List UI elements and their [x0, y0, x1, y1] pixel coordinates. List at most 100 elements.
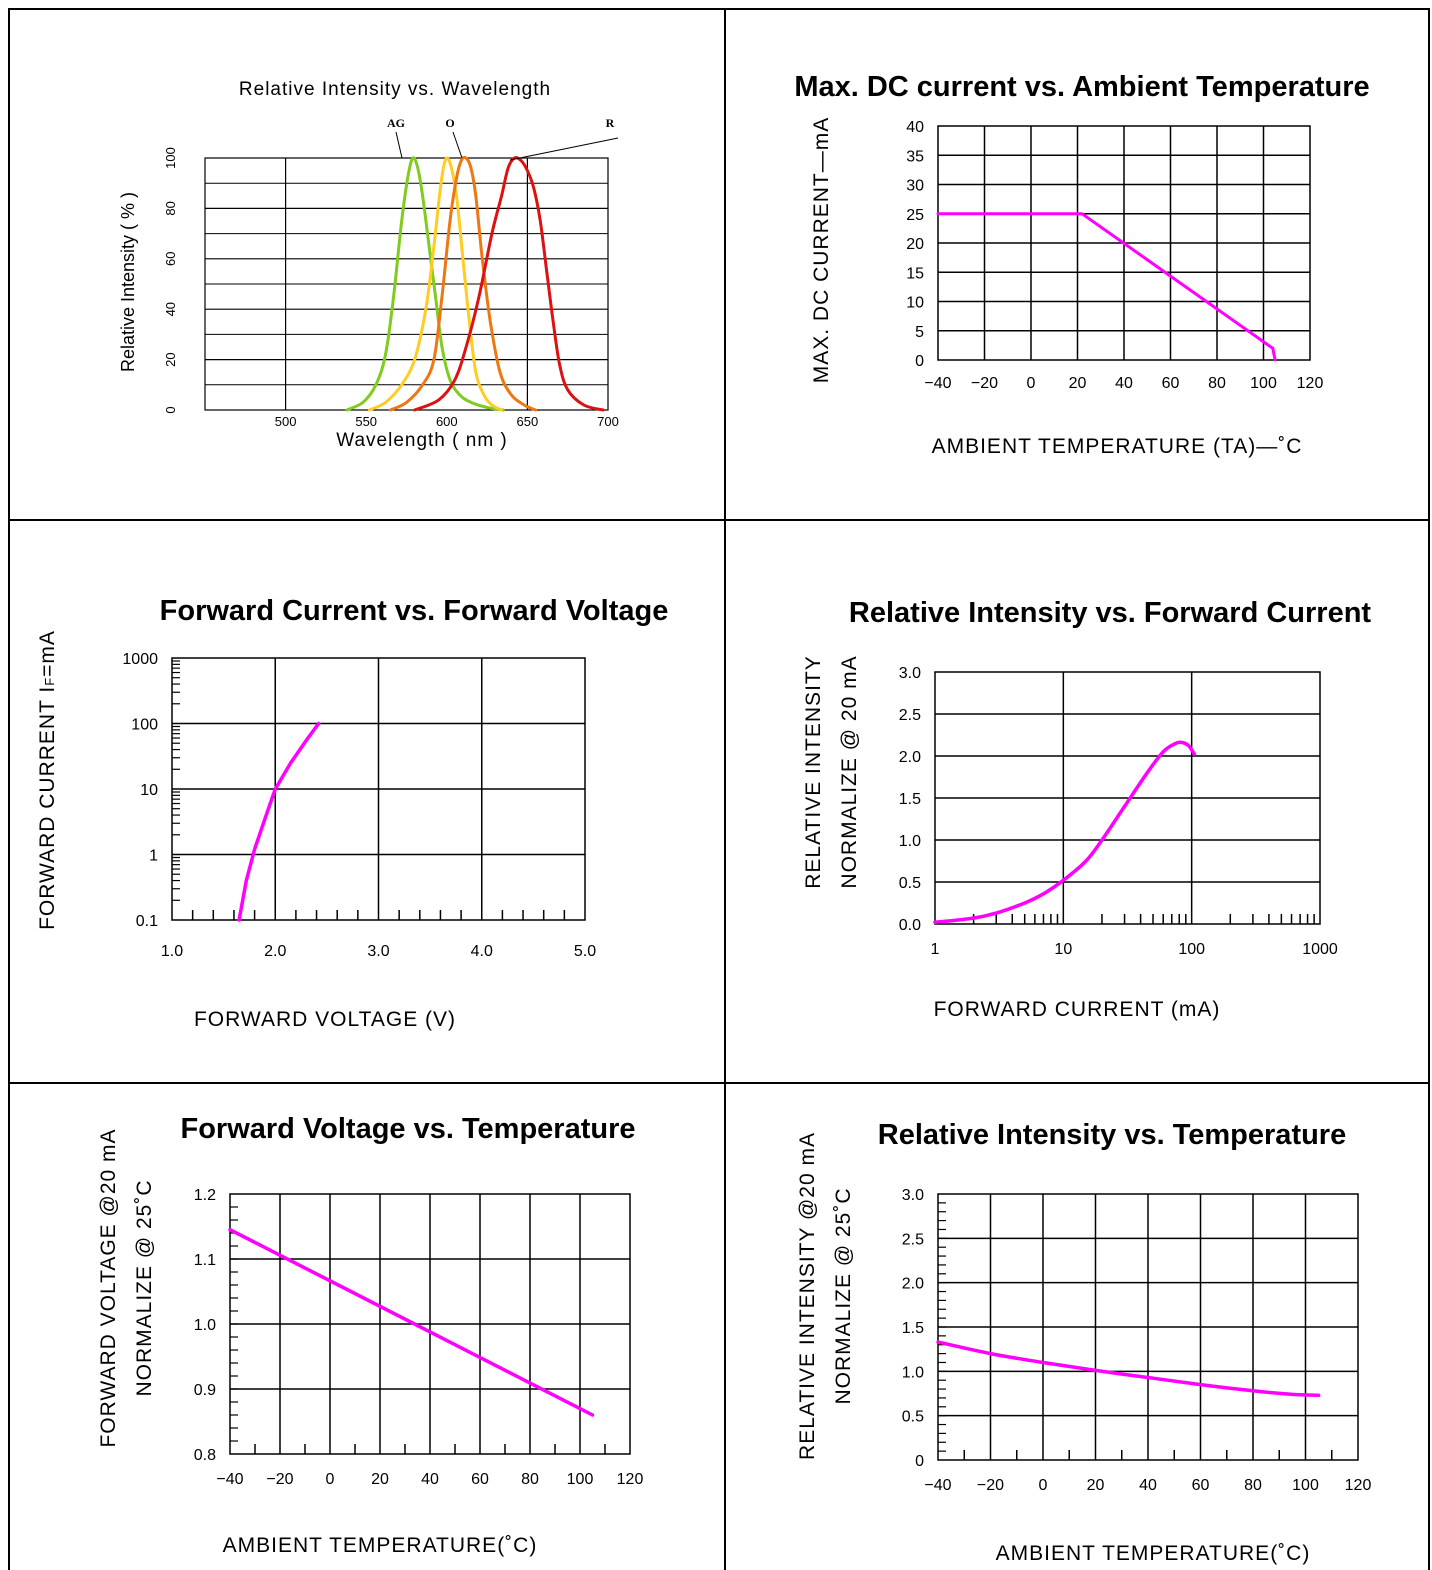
chart-title: Relative Intensity vs. Forward Current — [849, 597, 1371, 629]
x-tick-label: 550 — [355, 414, 377, 429]
y-axis-label-2: NORMALIZE @ 25˚C — [133, 1179, 156, 1396]
plot-area: −40 −20 0 20 40 60 80 100 120 0.8 0.9 1.0 1.1 1.2 — [194, 1187, 644, 1488]
y-tick-label: 20 — [906, 236, 924, 253]
x-tick-label: 120 — [617, 1471, 644, 1488]
y-axis-label: RELATIVE INTENSITY — [802, 655, 825, 889]
x-tick-label: 1 — [931, 941, 940, 958]
chart-title: Forward Current vs. Forward Voltage — [160, 595, 669, 627]
plot-area: 1 10 100 1000 0.0 0.5 1.0 1.5 2.0 2.5 3.0 — [899, 665, 1338, 958]
y-tick-label: 0 — [163, 406, 178, 413]
x-axis-label: AMBIENT TEMPERATURE(˚C) — [223, 1534, 538, 1557]
x-tick-label: 40 — [1115, 375, 1133, 392]
x-axis-label: FORWARD VOLTAGE (V) — [194, 1008, 456, 1031]
x-tick-label: 10 — [1054, 941, 1072, 958]
x-tick-label: 0 — [326, 1471, 335, 1488]
x-axis-label: Wavelength ( nm ) — [336, 430, 508, 451]
x-tick-label: 20 — [1087, 1477, 1105, 1494]
y-tick-label: 2.5 — [899, 707, 921, 724]
y-tick-label: 10 — [140, 782, 158, 799]
y-tick-label: 1.2 — [194, 1187, 216, 1204]
x-tick-label: 3.0 — [367, 943, 389, 960]
x-tick-label: 100 — [1292, 1477, 1319, 1494]
x-tick-label: −20 — [266, 1471, 293, 1488]
series-line-r — [413, 156, 605, 412]
x-tick-label: 120 — [1297, 375, 1324, 392]
plot-area: −40 −20 0 20 40 60 80 100 120 0 0.5 1.0 1.5 2.0 2.5 3.0 — [902, 1187, 1372, 1494]
x-tick-label: 2.0 — [264, 943, 286, 960]
annotation-r: R — [606, 116, 615, 130]
y-axis-label: Relative Intensity ( % ) — [118, 192, 138, 372]
x-tick-label: 1.0 — [161, 943, 183, 960]
series-line-0 — [936, 212, 1277, 362]
x-tick-label: −40 — [924, 375, 951, 392]
forward-voltage-temperature-chart: Forward Voltage vs. Temperature −40 −20 0 2… — [97, 1113, 644, 1557]
y-tick-label: 1.1 — [194, 1252, 216, 1269]
y-tick-label: 0.1 — [136, 913, 158, 930]
y-tick-label: 100 — [131, 717, 158, 734]
x-tick-label: 1000 — [1302, 941, 1338, 958]
y-tick-label: 15 — [906, 265, 924, 282]
chart-title: Relative Intensity vs. Temperature — [878, 1119, 1346, 1151]
chart-title: Max. DC current vs. Ambient Temperature — [794, 71, 1369, 103]
x-tick-label: 0 — [1039, 1477, 1048, 1494]
x-tick-label: 100 — [1178, 941, 1205, 958]
y-tick-label: 1.0 — [899, 833, 921, 850]
y-tick-label: 25 — [906, 207, 924, 224]
y-tick-label: 0.8 — [194, 1447, 216, 1464]
x-axis-label: FORWARD CURRENT (mA) — [934, 998, 1221, 1021]
y-tick-label: 2.5 — [902, 1231, 924, 1248]
x-axis-label: AMBIENT TEMPERATURE (TA)—˚C — [932, 435, 1303, 458]
x-tick-label: −20 — [971, 375, 998, 392]
y-axis-label: RELATIVE INTENSITY @20 mA — [796, 1132, 819, 1460]
forward-current-voltage-chart: Forward Current vs. Forward Voltage 1.0 2… — [36, 595, 669, 1031]
x-tick-label: 0 — [1027, 375, 1036, 392]
y-tick-label: 0.5 — [902, 1409, 924, 1426]
x-tick-label: 80 — [1244, 1477, 1262, 1494]
x-axis-label: AMBIENT TEMPERATURE(˚C) — [996, 1542, 1311, 1565]
annotation-o: O — [445, 116, 454, 130]
y-tick-label: 0.5 — [899, 875, 921, 892]
y-tick-label: 3.0 — [899, 665, 921, 682]
x-tick-label: 650 — [517, 414, 539, 429]
y-tick-label: 1.5 — [902, 1320, 924, 1337]
x-tick-label: 4.0 — [471, 943, 493, 960]
y-axis-label: FORWARD CURRENT IF=mA — [36, 630, 59, 930]
annotation-ag: AG — [387, 116, 405, 130]
series-line-0 — [237, 721, 321, 922]
x-tick-label: 700 — [597, 414, 619, 429]
series-line-0 — [228, 1227, 595, 1417]
x-tick-label: 100 — [1250, 375, 1277, 392]
x-tick-label: 500 — [275, 414, 297, 429]
x-tick-label: 40 — [421, 1471, 439, 1488]
y-axis-label: FORWARD VOLTAGE @20 mA — [97, 1128, 120, 1447]
y-tick-label: 10 — [906, 295, 924, 312]
x-tick-label: 20 — [1069, 375, 1087, 392]
y-axis-label-2: NORMALIZE @ 25˚C — [832, 1187, 855, 1404]
y-tick-label: 0 — [915, 1453, 924, 1470]
x-tick-label: 60 — [1162, 375, 1180, 392]
y-tick-label: 0.0 — [899, 917, 921, 934]
series-line-o — [388, 155, 537, 412]
y-tick-label: 100 — [163, 147, 178, 169]
series-line-ag — [345, 156, 505, 412]
annotation-leader-ag — [395, 131, 403, 159]
x-tick-label: 100 — [567, 1471, 594, 1488]
y-tick-label: 2.0 — [899, 749, 921, 766]
plot-area: 1.0 2.0 3.0 4.0 5.0 0.1 1 10 100 1000 — [122, 651, 596, 960]
annotation-leader-r — [509, 137, 619, 161]
x-tick-label: 60 — [1192, 1477, 1210, 1494]
y-tick-label: 1.0 — [902, 1364, 924, 1381]
y-tick-label: 1.5 — [899, 791, 921, 808]
y-tick-label: 2.0 — [902, 1276, 924, 1293]
y-tick-label: 30 — [906, 178, 924, 195]
chart-title: Forward Voltage vs. Temperature — [181, 1113, 636, 1145]
x-tick-label: 80 — [1208, 375, 1226, 392]
max-dc-current-chart: Max. DC current vs. Ambient Temperature … — [794, 71, 1369, 458]
y-tick-label: 1000 — [122, 651, 158, 668]
series-line-1 — [367, 156, 504, 412]
y-axis-label: MAX. DC CURRENT—mA — [810, 117, 833, 384]
x-tick-label: 120 — [1345, 1477, 1372, 1494]
y-tick-label: 1 — [149, 848, 158, 865]
relative-intensity-temperature-chart: Relative Intensity vs. Temperature −40 −2… — [796, 1119, 1372, 1565]
